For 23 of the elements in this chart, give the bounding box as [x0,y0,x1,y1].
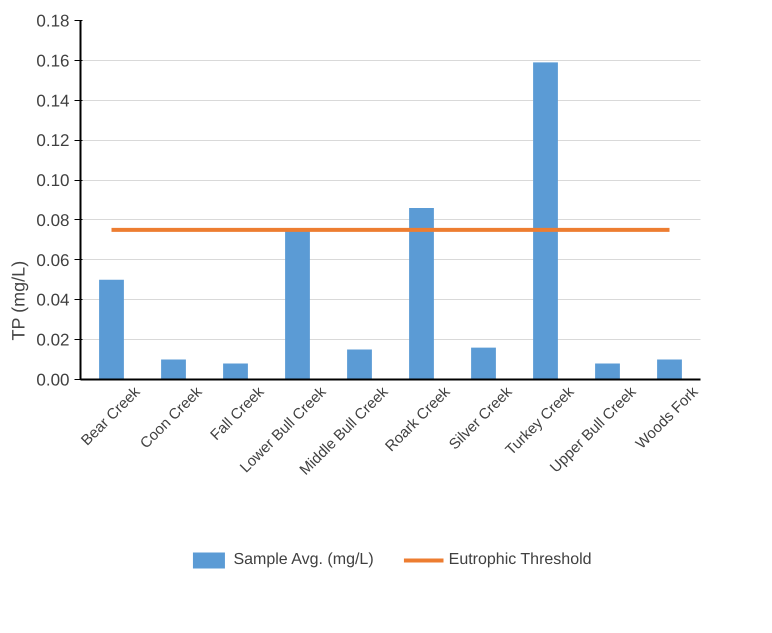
bar [595,364,620,380]
y-axis-title: TP (mg/L) [8,260,28,341]
bar [223,364,248,380]
bar [409,208,434,380]
bar [533,62,558,380]
bar [471,348,496,380]
legend-label: Sample Avg. (mg/L) [233,551,374,569]
y-tick-label: 0.08 [36,210,70,230]
y-tick-label: 0.00 [36,370,70,390]
legend-label: Eutrophic Threshold [448,551,592,569]
bar [161,360,186,380]
bar [657,360,682,380]
y-tick-label: 0.04 [36,290,70,310]
bar [347,350,372,380]
y-tick-label: 0.16 [36,51,70,70]
y-tick-label: 0.12 [36,131,70,150]
bar [99,280,124,380]
y-tick-label: 0.14 [36,91,70,110]
y-tick-label: 0.06 [36,250,70,270]
y-tick-label: 0.02 [36,330,70,350]
y-tick-label: 0.18 [36,12,70,30]
y-tick-label: 0.10 [36,171,70,190]
bar [285,230,310,380]
